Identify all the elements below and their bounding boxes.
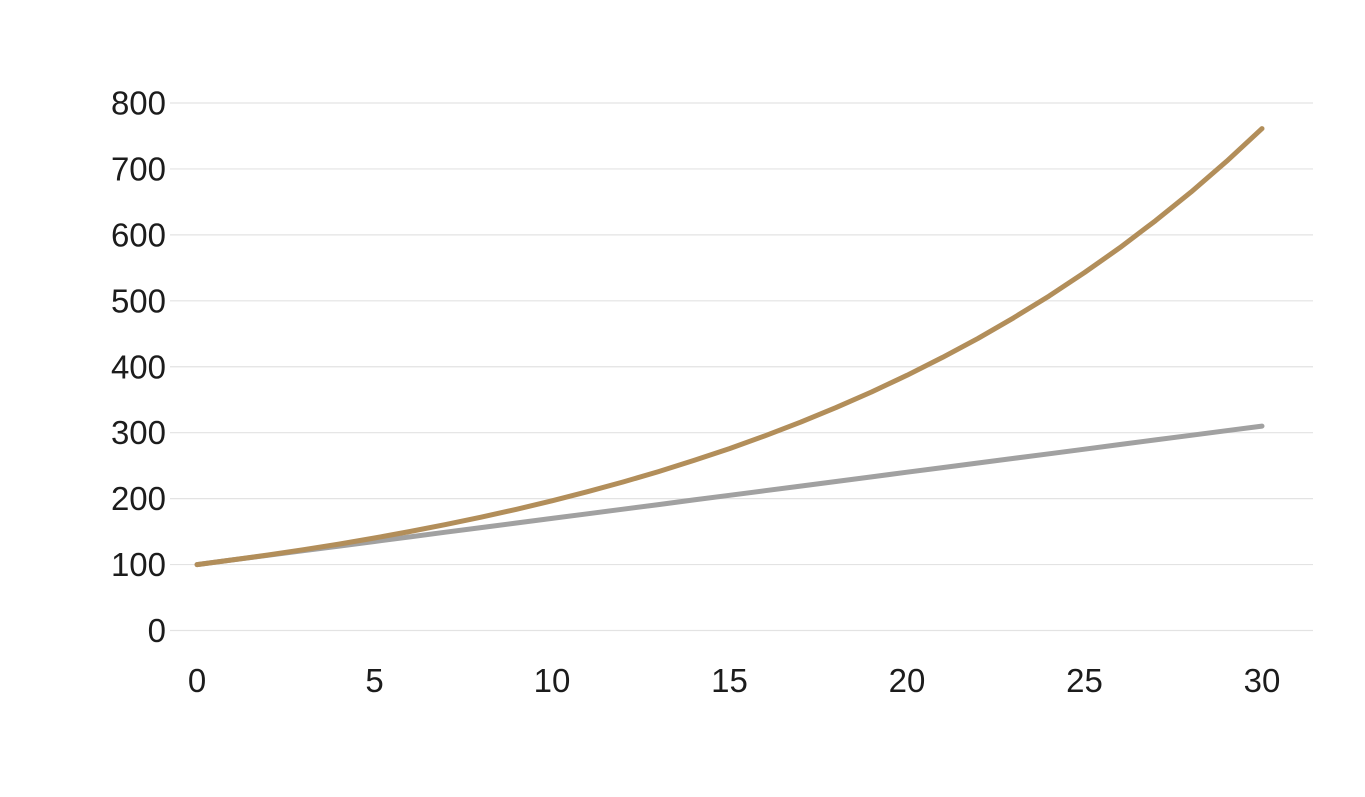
series-line-linear-growth-gray [194,423,1265,568]
x-axis-label: 0 [188,662,206,699]
x-axis-labels: 0 5 10 15 20 25 30 [188,662,1281,699]
x-axis-label: 5 [365,662,383,699]
x-axis-label: 10 [534,662,571,699]
y-axis-labels: 0 100 200 300 400 500 600 700 800 [111,85,166,650]
y-axis-label: 300 [111,414,166,451]
x-axis-label: 20 [889,662,926,699]
gridlines [170,102,1313,632]
y-axis-label: 800 [111,85,166,122]
y-axis-label: 100 [111,546,166,583]
y-axis-label: 0 [148,612,166,649]
y-axis-label: 600 [111,216,166,253]
x-axis-label: 25 [1066,662,1103,699]
x-axis-label: 15 [711,662,748,699]
series-lines [194,126,1265,568]
series-line-compound-growth-gold [194,126,1265,568]
y-axis-label: 700 [111,150,166,187]
y-axis-label: 500 [111,282,166,319]
x-axis-label: 30 [1244,662,1281,699]
y-axis-label: 200 [111,480,166,517]
y-axis-label: 400 [111,348,166,385]
